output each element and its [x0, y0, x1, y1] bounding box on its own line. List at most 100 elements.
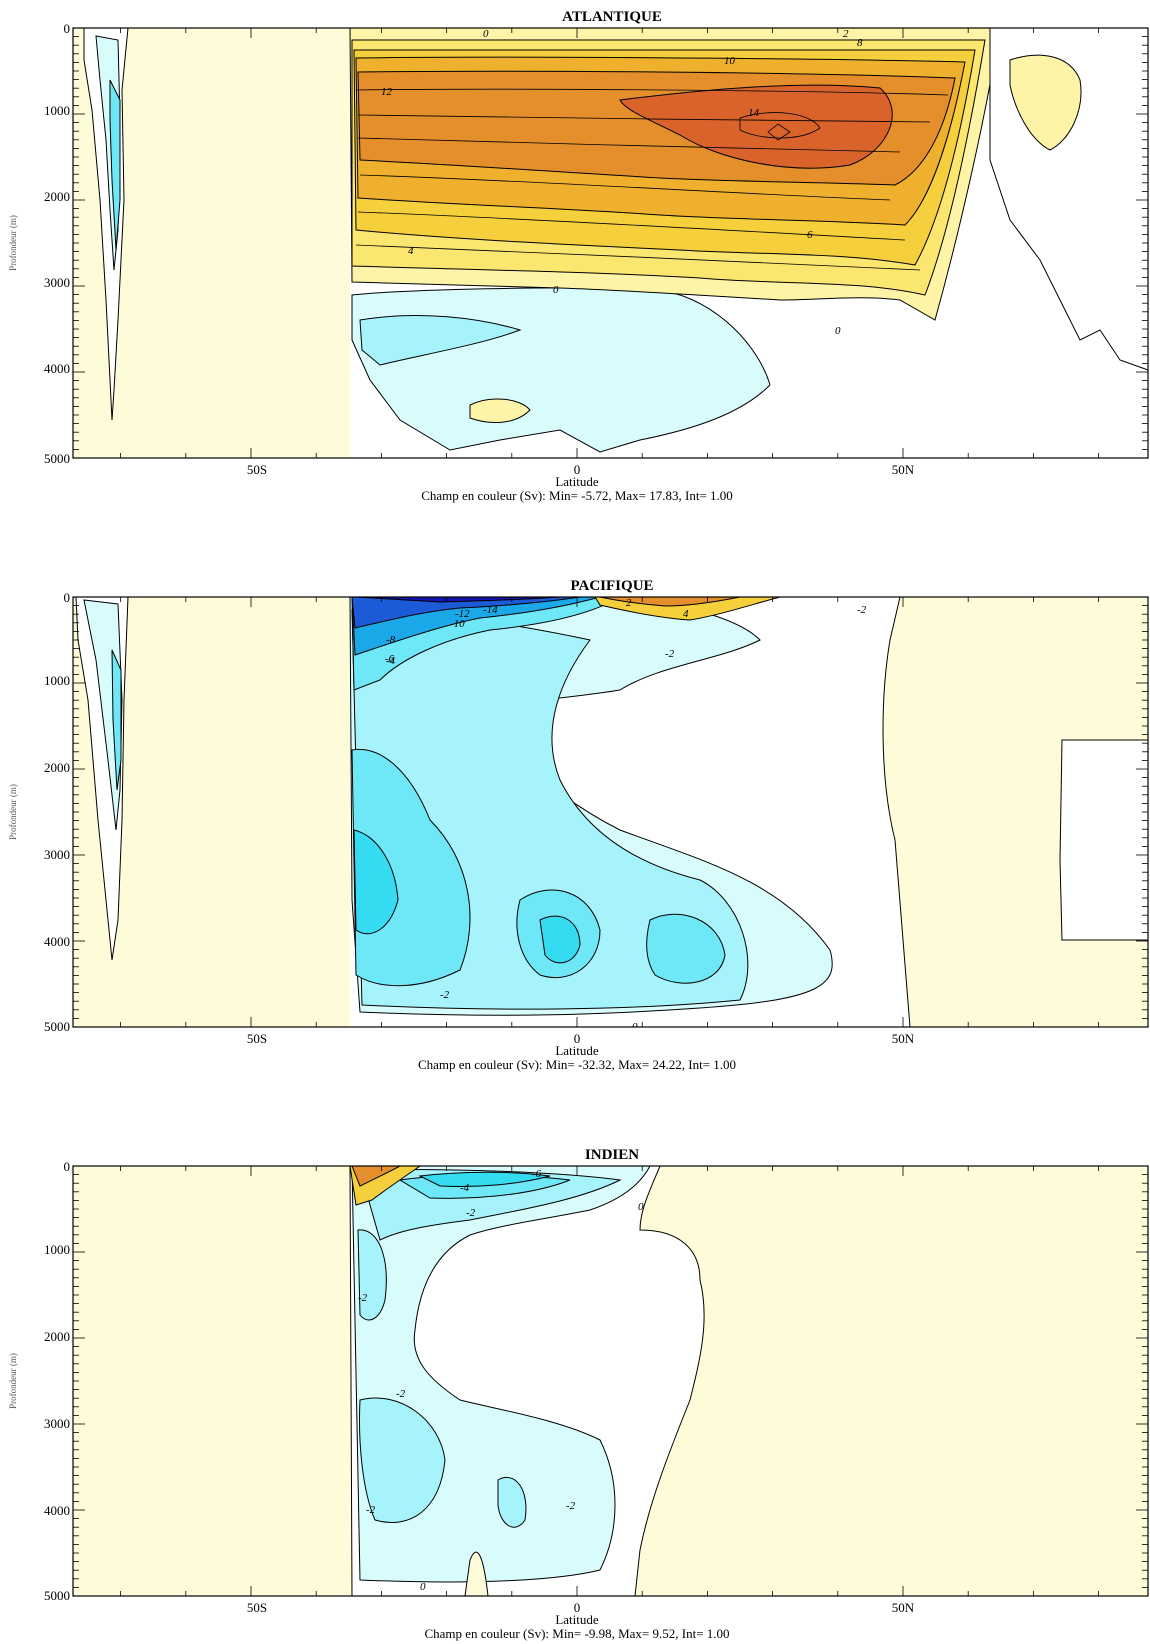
panel-atlantique: 0 2 4 6 8 10 12 14 0 0 ATLANTIQUE Profon…: [8, 9, 1149, 503]
y-tick-label: 3000: [44, 847, 70, 862]
y-tick-label: 4000: [44, 361, 70, 376]
contour-label: -12: [455, 608, 470, 620]
y-tick-label: 4000: [44, 934, 70, 949]
contour-label: 12: [381, 86, 393, 98]
y-tick-label: 3000: [44, 1416, 70, 1431]
negative-region: [359, 1397, 446, 1523]
y-tick-label: 0: [64, 590, 71, 605]
panel-pacifique: -8 -6 -4 -10 -12 -14 -2 -2 0 2 4 -2 PACI…: [8, 578, 1149, 1072]
contour-label: -10: [450, 618, 465, 630]
positive-region: [599, 597, 741, 607]
y-tick-label: 1000: [44, 673, 70, 688]
contour-label: -2: [857, 604, 867, 616]
panel-indien: -2 -4 -6 -2 -2 -2 -2 0 0 INDIEN Profonde…: [8, 1147, 1149, 1641]
chart-caption: Champ en couleur (Sv): Min= -5.72, Max= …: [421, 488, 733, 503]
contour-label: -2: [396, 1388, 406, 1400]
negative-region: [359, 314, 522, 366]
x-tick-label: 50S: [247, 1031, 267, 1046]
negative-region: [351, 597, 581, 629]
negative-region: [418, 1171, 551, 1188]
x-tick-label: 50N: [892, 462, 915, 477]
contour-label: 4: [408, 245, 414, 257]
contour-label: -4: [386, 655, 396, 667]
x-tick-label: 0: [574, 1600, 581, 1615]
y-tick-label: 2000: [44, 1329, 70, 1344]
panel-indien-field: -2 -4 -6 -2 -2 -2 -2 0 0: [73, 1166, 1148, 1596]
y-tick-label: 0: [64, 1159, 71, 1174]
x-axis-label: Latitude: [555, 474, 599, 489]
contour-label: 0: [632, 1021, 638, 1033]
x-tick-label: 50N: [892, 1600, 915, 1615]
negative-region: [357, 1229, 387, 1321]
contour-label: -2: [566, 1500, 576, 1512]
y-axis-label: Profondeur (m): [8, 215, 18, 271]
x-tick-label: 50N: [892, 1031, 915, 1046]
contour-label: 0: [553, 284, 559, 296]
contour-label: 0: [638, 1201, 644, 1213]
x-tick-label: 0: [574, 1031, 581, 1046]
y-tick-label: 5000: [44, 1588, 70, 1603]
positive-region: [619, 84, 893, 169]
zero-region: [1059, 739, 1148, 941]
y-tick-label: 3000: [44, 275, 70, 290]
negative-region: [353, 829, 399, 935]
axis-ticks: [73, 27, 1148, 459]
panel-pacifique-field: -8 -6 -4 -10 -12 -14 -2 -2 0 2 4 -2: [73, 597, 1148, 1033]
x-tick-label: 50S: [247, 1600, 267, 1615]
contour-label: 0: [483, 28, 489, 40]
panel-atlantique-field: 0 2 4 6 8 10 12 14 0 0: [73, 28, 1148, 458]
contour-label: -2: [665, 648, 675, 660]
contour-label: -8: [386, 634, 396, 646]
y-tick-label: 4000: [44, 1503, 70, 1518]
contour-label: -2: [466, 1207, 476, 1219]
contour-label: 2: [626, 597, 632, 609]
negative-region: [646, 913, 726, 984]
y-axis-label: Profondeur (m): [8, 784, 18, 840]
chart-title: ATLANTIQUE: [562, 9, 662, 25]
axis-ticks: [73, 1165, 1148, 1597]
y-tick-label: 2000: [44, 760, 70, 775]
y-tick-label: 0: [64, 21, 71, 36]
chart-title: PACIFIQUE: [570, 578, 653, 594]
contour-labels: -8 -6 -4 -10 -12 -14 -2 -2 0 2 4 -2: [385, 597, 867, 1033]
y-tick-label: 2000: [44, 189, 70, 204]
contour-label: -6: [532, 1168, 542, 1180]
chart-caption: Champ en couleur (Sv): Min= -32.32, Max=…: [418, 1057, 736, 1072]
negative-region: [109, 79, 121, 251]
y-tick-label: 5000: [44, 1019, 70, 1034]
contour-label: 4: [683, 608, 689, 620]
x-tick-label: 50S: [247, 462, 267, 477]
contour-label: 14: [748, 107, 760, 119]
contour-label: 0: [420, 1581, 426, 1593]
contour-label: 0: [835, 325, 841, 337]
contour-label: -2: [358, 1292, 368, 1304]
negative-region: [497, 1477, 527, 1528]
contour-labels: -2 -4 -6 -2 -2 -2 -2 0 0: [358, 1168, 644, 1593]
contour-label: -6: [385, 653, 395, 665]
positive-region: [469, 398, 531, 423]
y-tick-label: 1000: [44, 103, 70, 118]
x-tick-label: 0: [574, 462, 581, 477]
contour-label: 8: [857, 37, 863, 49]
y-tick-label: 5000: [44, 451, 70, 466]
contour-label: -4: [460, 1182, 470, 1194]
y-axis-label: Profondeur (m): [8, 1353, 18, 1409]
contour-lines: [355, 88, 949, 271]
contour-label: -14: [483, 604, 498, 616]
chart-title: INDIEN: [585, 1147, 639, 1163]
contour-label: -2: [366, 1504, 376, 1516]
chart-caption: Champ en couleur (Sv): Min= -9.98, Max= …: [424, 1626, 729, 1641]
y-tick-label: 1000: [44, 1242, 70, 1257]
negative-region: [539, 915, 581, 964]
axis-ticks: [73, 596, 1148, 1028]
contour-label: 6: [807, 229, 813, 241]
contour-label: 10: [724, 55, 736, 67]
contour-label: 2: [843, 28, 849, 40]
contour-label: -2: [440, 989, 450, 1001]
x-axis-label: Latitude: [555, 1612, 599, 1627]
positive-region: [1009, 54, 1082, 151]
x-axis-label: Latitude: [555, 1043, 599, 1058]
contour-labels: 0 2 4 6 8 10 12 14 0 0: [381, 28, 863, 337]
negative-region: [111, 649, 122, 791]
